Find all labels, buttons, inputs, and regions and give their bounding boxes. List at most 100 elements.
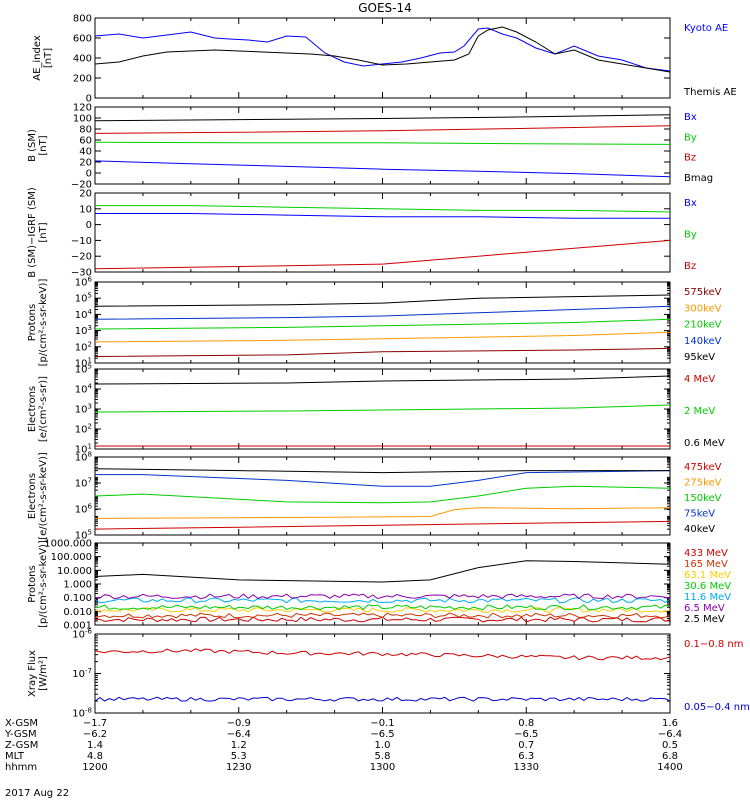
series-line-themis-ae [94,26,671,73]
ephemeris-value: 0.5 [662,740,678,751]
legend-label: By [684,230,697,241]
y-tick-label: 0 [86,220,92,231]
ephemeris-value: −6.5 [514,729,538,740]
y-axis-label: B (SM)[nT] [27,129,49,162]
y-tick-label: 20 [79,158,92,169]
series-line-11-6-mev [94,597,671,604]
legend-label: 300keV [684,303,722,314]
y-tick-label: 0 [86,169,92,180]
legend-label: Bmag [684,173,713,184]
y-tick-label: 107 [75,477,92,490]
y-tick-label: 0.010 [63,607,92,618]
legend-label: 40keV [684,524,715,535]
legend-label: 433 MeV [684,548,728,559]
plot-title: GOES-14 [358,1,412,15]
y-tick-label: 105 [75,292,92,305]
series-line-2-mev [94,404,671,413]
series-line-95kev [94,294,671,307]
legend-label: 0.6 MeV [684,438,725,449]
legend-label: 210keV [684,320,722,331]
y-tick-label: 600 [73,34,92,45]
legend-label: Bx [684,112,697,123]
legend-label: 11.6 MeV [684,592,731,603]
y-tick-label: 1.000 [63,580,92,591]
legend-label: Bz [684,261,696,272]
y-tick-label: 60 [79,136,92,147]
legend-label: 150keV [684,493,722,504]
series-line-30-6-mev [95,604,671,611]
series-line-6-5-mev [94,593,671,600]
series-line-75kev [95,470,671,487]
ephemeris-value: −1.7 [83,718,107,729]
series-line-2-5-mev [94,560,671,583]
ephemeris-value: 1300 [370,762,395,773]
ephemeris-value: 1400 [657,762,682,773]
y-axis-label: Electrons[e/(cm²-s-sr)] [27,376,49,442]
y-tick-label: 10.000 [57,566,92,577]
legend-label: Bz [684,153,696,164]
legend-label: 6.5 MeV [684,603,725,614]
series-line-bx [95,213,670,219]
ephemeris-value: 1.2 [231,740,247,751]
series-line-210kev [94,318,671,330]
panel-frame [94,17,671,99]
ephemeris-value: 0.7 [518,740,534,751]
legend-label: Bx [684,198,697,209]
ephemeris-value: 1.6 [662,718,678,729]
y-tick-label: 10-6 [72,628,92,641]
series-line-0-6-mev [94,375,671,385]
series-line-165-mev [94,612,671,619]
y-tick-label: 0 [86,94,92,105]
ephemeris-value: 6.3 [518,751,534,762]
legend-label: 63.1 MeV [684,570,731,581]
series-line-by [94,141,671,145]
y-axis-label: Xray Flux[W/m²] [27,650,49,697]
series-line-0-1-0-8-nm [94,648,671,661]
series-line-bmag [94,114,671,122]
legend-label: 2.5 MeV [684,614,725,625]
y-tick-label: 103 [75,324,92,337]
y-tick-label: 200 [73,74,92,85]
ephemeris-value: 1200 [82,762,107,773]
panel-1: 800 600 400 200 0 AE_index[nT] Kyoto AE Themis … [32,14,737,105]
series-line-300kev [94,331,671,343]
ephemeris-value: −6.2 [83,729,107,740]
ephemeris-value: 1330 [514,762,539,773]
y-tick-label: 108 [75,451,92,464]
series-line-475kev [94,520,671,530]
series-line-by [95,205,671,213]
series-line-275kev [94,507,671,519]
ephemeris-value: 1.0 [375,740,391,751]
date-label: 2017 Aug 22 [5,788,69,799]
x-axis-ephemeris: X-GSM −1.7 −0.9 −0.1 0.8 1.6 Y-GSM −6.2 −6.4 −6.5… [4,718,683,773]
panel-7: 1000.000 100.000 10.000 1.000 0.100 0.010 0.00… [27,539,731,632]
series-line-bx [94,160,671,178]
panel-3: 20 10 0 −10 −20 −30 B (SM)−IGRF (SM)[nT] Bx By Bz [27,187,697,278]
y-tick-label: −20 [71,252,92,263]
y-axis-label: Electrons[e/(cm²-s-sr-keV)] [27,452,49,540]
legend-label: 30.6 MeV [684,581,731,592]
series-line-150kev [94,485,671,504]
y-tick-label: 100 [73,114,92,125]
y-tick-label: 104 [75,308,93,321]
y-tick-label: 1000.000 [44,539,92,550]
y-tick-label: 106 [75,503,93,516]
ephemeris-value: 1.4 [87,740,103,751]
y-tick-label: 104 [75,383,93,396]
y-tick-label: 106 [75,276,93,289]
y-tick-label: 10-7 [72,667,92,680]
legend-label: Themis AE [683,87,737,98]
ephemeris-row-label: hhmm [5,762,37,773]
series-line-575kev [94,347,671,357]
ephemeris-value: −0.9 [227,718,251,729]
ephemeris-value: 4.8 [87,751,103,762]
legend-label: 75keV [684,509,715,520]
series-line-40kev [94,468,670,474]
ephemeris-value: −0.1 [370,718,394,729]
legend-label: 0.1−0.8 nm [684,639,743,650]
y-tick-label: 102 [75,423,92,436]
y-tick-label: −20 [71,180,92,191]
